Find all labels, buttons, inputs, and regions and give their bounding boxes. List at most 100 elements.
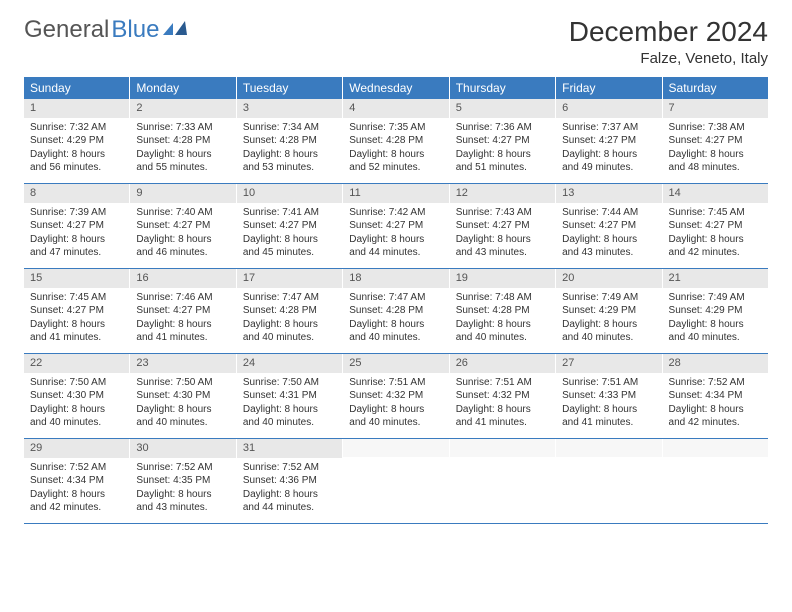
sunrise-text: Sunrise: 7:44 AM bbox=[562, 206, 655, 220]
day-cell: 4Sunrise: 7:35 AMSunset: 4:28 PMDaylight… bbox=[343, 99, 449, 183]
day-number: 6 bbox=[556, 99, 661, 118]
day-cell bbox=[343, 439, 449, 523]
sunset-text: Sunset: 4:36 PM bbox=[243, 474, 336, 488]
logo-text-2: Blue bbox=[111, 16, 159, 44]
daylight-text: Daylight: 8 hours and 43 minutes. bbox=[562, 233, 655, 260]
daylight-text: Daylight: 8 hours and 40 minutes. bbox=[136, 403, 229, 430]
day-cell: 15Sunrise: 7:45 AMSunset: 4:27 PMDayligh… bbox=[24, 269, 130, 353]
sunset-text: Sunset: 4:27 PM bbox=[669, 134, 762, 148]
day-body: Sunrise: 7:50 AMSunset: 4:31 PMDaylight:… bbox=[237, 373, 342, 436]
daylight-text: Daylight: 8 hours and 40 minutes. bbox=[30, 403, 123, 430]
sunrise-text: Sunrise: 7:47 AM bbox=[349, 291, 442, 305]
sunrise-text: Sunrise: 7:52 AM bbox=[136, 461, 229, 475]
day-cell: 18Sunrise: 7:47 AMSunset: 4:28 PMDayligh… bbox=[343, 269, 449, 353]
day-body: Sunrise: 7:51 AMSunset: 4:32 PMDaylight:… bbox=[450, 373, 555, 436]
sunset-text: Sunset: 4:27 PM bbox=[30, 304, 123, 318]
sunrise-text: Sunrise: 7:52 AM bbox=[669, 376, 762, 390]
day-body: Sunrise: 7:36 AMSunset: 4:27 PMDaylight:… bbox=[450, 118, 555, 181]
day-body: Sunrise: 7:44 AMSunset: 4:27 PMDaylight:… bbox=[556, 203, 661, 266]
day-header: Thursday bbox=[450, 77, 556, 99]
daylight-text: Daylight: 8 hours and 42 minutes. bbox=[669, 403, 762, 430]
day-number: 31 bbox=[237, 439, 342, 458]
day-body: Sunrise: 7:41 AMSunset: 4:27 PMDaylight:… bbox=[237, 203, 342, 266]
day-cell bbox=[556, 439, 662, 523]
day-body: Sunrise: 7:50 AMSunset: 4:30 PMDaylight:… bbox=[130, 373, 235, 436]
day-cell bbox=[450, 439, 556, 523]
sunrise-text: Sunrise: 7:35 AM bbox=[349, 121, 442, 135]
day-number: 24 bbox=[237, 354, 342, 373]
sunset-text: Sunset: 4:28 PM bbox=[243, 304, 336, 318]
sunrise-text: Sunrise: 7:45 AM bbox=[30, 291, 123, 305]
empty-day bbox=[450, 439, 555, 457]
day-number: 2 bbox=[130, 99, 235, 118]
sunrise-text: Sunrise: 7:50 AM bbox=[136, 376, 229, 390]
day-cell: 26Sunrise: 7:51 AMSunset: 4:32 PMDayligh… bbox=[450, 354, 556, 438]
day-number: 1 bbox=[24, 99, 129, 118]
day-cell bbox=[663, 439, 768, 523]
sunrise-text: Sunrise: 7:38 AM bbox=[669, 121, 762, 135]
sunrise-text: Sunrise: 7:51 AM bbox=[456, 376, 549, 390]
daylight-text: Daylight: 8 hours and 40 minutes. bbox=[456, 318, 549, 345]
sunrise-text: Sunrise: 7:51 AM bbox=[562, 376, 655, 390]
sunset-text: Sunset: 4:29 PM bbox=[30, 134, 123, 148]
sunrise-text: Sunrise: 7:43 AM bbox=[456, 206, 549, 220]
week-row: 8Sunrise: 7:39 AMSunset: 4:27 PMDaylight… bbox=[24, 184, 768, 269]
day-body: Sunrise: 7:50 AMSunset: 4:30 PMDaylight:… bbox=[24, 373, 129, 436]
sunset-text: Sunset: 4:35 PM bbox=[136, 474, 229, 488]
day-cell: 1Sunrise: 7:32 AMSunset: 4:29 PMDaylight… bbox=[24, 99, 130, 183]
logo: GeneralBlue bbox=[24, 16, 189, 44]
sunrise-text: Sunrise: 7:40 AM bbox=[136, 206, 229, 220]
sunrise-text: Sunrise: 7:50 AM bbox=[243, 376, 336, 390]
header: GeneralBlue December 2024 Falze, Veneto,… bbox=[24, 16, 768, 67]
daylight-text: Daylight: 8 hours and 49 minutes. bbox=[562, 148, 655, 175]
sunset-text: Sunset: 4:27 PM bbox=[562, 134, 655, 148]
sunset-text: Sunset: 4:29 PM bbox=[562, 304, 655, 318]
day-header: Sunday bbox=[24, 77, 130, 99]
day-number: 9 bbox=[130, 184, 235, 203]
day-number: 12 bbox=[450, 184, 555, 203]
empty-day bbox=[343, 439, 448, 457]
day-cell: 6Sunrise: 7:37 AMSunset: 4:27 PMDaylight… bbox=[556, 99, 662, 183]
day-header: Tuesday bbox=[237, 77, 343, 99]
day-cell: 28Sunrise: 7:52 AMSunset: 4:34 PMDayligh… bbox=[663, 354, 768, 438]
day-body: Sunrise: 7:38 AMSunset: 4:27 PMDaylight:… bbox=[663, 118, 768, 181]
daylight-text: Daylight: 8 hours and 40 minutes. bbox=[349, 318, 442, 345]
daylight-text: Daylight: 8 hours and 45 minutes. bbox=[243, 233, 336, 260]
week-row: 29Sunrise: 7:52 AMSunset: 4:34 PMDayligh… bbox=[24, 439, 768, 524]
day-number: 23 bbox=[130, 354, 235, 373]
day-cell: 31Sunrise: 7:52 AMSunset: 4:36 PMDayligh… bbox=[237, 439, 343, 523]
day-header: Saturday bbox=[663, 77, 768, 99]
day-cell: 3Sunrise: 7:34 AMSunset: 4:28 PMDaylight… bbox=[237, 99, 343, 183]
daylight-text: Daylight: 8 hours and 46 minutes. bbox=[136, 233, 229, 260]
location: Falze, Veneto, Italy bbox=[569, 50, 768, 67]
day-body: Sunrise: 7:52 AMSunset: 4:34 PMDaylight:… bbox=[663, 373, 768, 436]
day-body: Sunrise: 7:52 AMSunset: 4:36 PMDaylight:… bbox=[237, 458, 342, 521]
day-number: 8 bbox=[24, 184, 129, 203]
empty-day bbox=[663, 439, 768, 457]
day-cell: 16Sunrise: 7:46 AMSunset: 4:27 PMDayligh… bbox=[130, 269, 236, 353]
logo-icon bbox=[163, 16, 189, 44]
sunset-text: Sunset: 4:28 PM bbox=[136, 134, 229, 148]
day-cell: 9 Sunrise: 7:40 AMSunset: 4:27 PMDaylight… bbox=[130, 184, 236, 268]
sunset-text: Sunset: 4:30 PM bbox=[136, 389, 229, 403]
sunrise-text: Sunrise: 7:49 AM bbox=[562, 291, 655, 305]
day-body: Sunrise: 7:39 AMSunset: 4:27 PMDaylight:… bbox=[24, 203, 129, 266]
day-body: Sunrise: 7:33 AMSunset: 4:28 PMDaylight:… bbox=[130, 118, 235, 181]
day-cell: 22Sunrise: 7:50 AMSunset: 4:30 PMDayligh… bbox=[24, 354, 130, 438]
day-cell: 2Sunrise: 7:33 AMSunset: 4:28 PMDaylight… bbox=[130, 99, 236, 183]
sunrise-text: Sunrise: 7:47 AM bbox=[243, 291, 336, 305]
daylight-text: Daylight: 8 hours and 43 minutes. bbox=[456, 233, 549, 260]
sunrise-text: Sunrise: 7:49 AM bbox=[669, 291, 762, 305]
day-header: Friday bbox=[556, 77, 662, 99]
day-number: 20 bbox=[556, 269, 661, 288]
day-body: Sunrise: 7:51 AMSunset: 4:33 PMDaylight:… bbox=[556, 373, 661, 436]
day-cell: 23Sunrise: 7:50 AMSunset: 4:30 PMDayligh… bbox=[130, 354, 236, 438]
daylight-text: Daylight: 8 hours and 42 minutes. bbox=[669, 233, 762, 260]
day-cell: 27Sunrise: 7:51 AMSunset: 4:33 PMDayligh… bbox=[556, 354, 662, 438]
day-number: 13 bbox=[556, 184, 661, 203]
day-body: Sunrise: 7:45 AMSunset: 4:27 PMDaylight:… bbox=[24, 288, 129, 351]
day-cell: 10Sunrise: 7:41 AMSunset: 4:27 PMDayligh… bbox=[237, 184, 343, 268]
daylight-text: Daylight: 8 hours and 55 minutes. bbox=[136, 148, 229, 175]
sunset-text: Sunset: 4:27 PM bbox=[136, 219, 229, 233]
day-body: Sunrise: 7:37 AMSunset: 4:27 PMDaylight:… bbox=[556, 118, 661, 181]
